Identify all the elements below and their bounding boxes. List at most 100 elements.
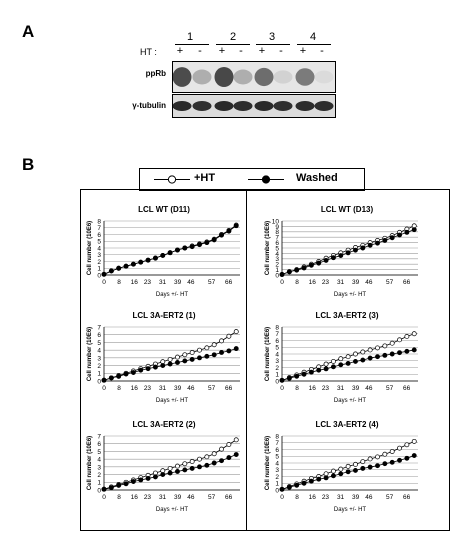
data-point-washed (375, 240, 380, 246)
chart-title: LCL 3A-ERT2 (4) (315, 420, 379, 429)
data-point-washed (375, 463, 380, 469)
data-point-ht (389, 340, 395, 346)
x-tick-label: 0 (280, 385, 284, 392)
data-point-ht (345, 354, 351, 360)
x-tick-label: 31 (337, 385, 345, 392)
data-point-washed (286, 269, 292, 275)
x-tick-label: 23 (322, 494, 330, 501)
data-point-washed (389, 459, 395, 465)
x-tick-label: 16 (309, 385, 317, 392)
x-tick-label: 23 (322, 385, 330, 392)
data-point-washed (197, 464, 202, 470)
data-point-washed (338, 362, 344, 368)
data-point-washed (160, 472, 166, 478)
data-point-washed (338, 471, 344, 477)
x-tick-label: 0 (102, 494, 106, 501)
data-point-washed (404, 229, 410, 235)
y-tick-label: 5 (275, 454, 279, 461)
data-point-washed (279, 272, 285, 277)
y-tick-label: 2 (97, 259, 101, 266)
y-tick-label: 5 (97, 239, 101, 246)
data-point-ht (397, 445, 402, 451)
ht-sign: + (218, 45, 226, 57)
y-tick-label: 10 (272, 218, 280, 225)
data-point-ht (404, 442, 410, 448)
lane-underline (216, 44, 250, 45)
data-point-ht (226, 333, 232, 339)
lane-number: 1 (186, 31, 194, 43)
y-tick-label: 4 (97, 457, 101, 464)
data-point-washed (411, 347, 417, 353)
data-point-washed (323, 257, 329, 263)
y-tick-label: 6 (275, 240, 279, 247)
x-tick-label: 46 (187, 385, 195, 392)
x-tick-label: 31 (159, 385, 167, 392)
data-point-washed (345, 469, 351, 475)
data-point-washed (294, 267, 300, 273)
blot-band (314, 70, 334, 84)
y-tick-label: 7 (97, 225, 101, 232)
pprb-blot-image (173, 62, 335, 92)
data-point-ht (182, 352, 188, 358)
data-point-washed (279, 486, 285, 492)
blot-band (273, 70, 293, 84)
y-tick-label: 4 (275, 251, 279, 258)
y-tick-label: 7 (275, 331, 279, 338)
x-tick-label: 66 (403, 385, 411, 392)
data-point-washed (382, 352, 388, 358)
blot-band (192, 69, 212, 85)
data-point-washed (123, 371, 129, 377)
data-point-washed (308, 369, 314, 375)
y-axis-label: Cell number (10E6) (265, 327, 271, 381)
x-tick-label: 16 (131, 279, 139, 286)
y-tick-label: 1 (275, 267, 279, 274)
data-point-ht (219, 338, 224, 344)
y-tick-label: 6 (275, 338, 279, 345)
x-tick-label: 46 (365, 494, 373, 501)
x-tick-label: 16 (309, 494, 317, 501)
data-point-ht (411, 331, 417, 337)
x-tick-label: 8 (117, 494, 121, 501)
data-point-ht (175, 354, 180, 360)
data-point-washed (197, 242, 202, 248)
y-tick-label: 0 (275, 378, 279, 385)
chart-title: LCL WT (D13) (320, 205, 374, 214)
x-tick-label: 31 (337, 279, 345, 286)
data-point-washed (308, 478, 314, 484)
x-tick-label: 0 (102, 385, 106, 392)
data-point-washed (138, 259, 144, 265)
data-point-washed (330, 473, 336, 479)
x-tick-label: 16 (131, 385, 139, 392)
x-tick-label: 66 (403, 279, 411, 286)
data-point-ht (211, 451, 217, 457)
blot-band (233, 69, 253, 85)
data-point-ht (175, 463, 180, 469)
data-point-ht (382, 451, 388, 457)
data-point-ht (323, 361, 329, 367)
y-tick-label: 7 (97, 433, 101, 440)
data-point-ht (182, 461, 188, 467)
data-point-washed (145, 475, 151, 481)
data-point-washed (152, 364, 158, 370)
x-tick-label: 57 (208, 494, 216, 501)
data-point-ht (204, 345, 210, 351)
data-point-ht (197, 456, 202, 462)
data-point-ht (353, 351, 358, 357)
x-tick-label: 23 (144, 279, 152, 286)
y-tick-label: 2 (275, 474, 279, 481)
data-point-washed (101, 377, 107, 383)
y-tick-label: 9 (275, 224, 279, 231)
data-point-washed (219, 350, 224, 355)
x-tick-label: 0 (280, 494, 284, 501)
lane-number: 4 (309, 31, 317, 43)
y-tick-label: 3 (275, 358, 279, 365)
data-point-ht (353, 461, 358, 467)
y-tick-label: 7 (97, 324, 101, 331)
ht-label: HT : (140, 47, 157, 57)
x-tick-label: 46 (365, 279, 373, 286)
chart-title: LCL 3A-ERT2 (1) (132, 311, 196, 320)
y-tick-label: 0 (275, 272, 279, 279)
data-point-washed (138, 367, 144, 373)
